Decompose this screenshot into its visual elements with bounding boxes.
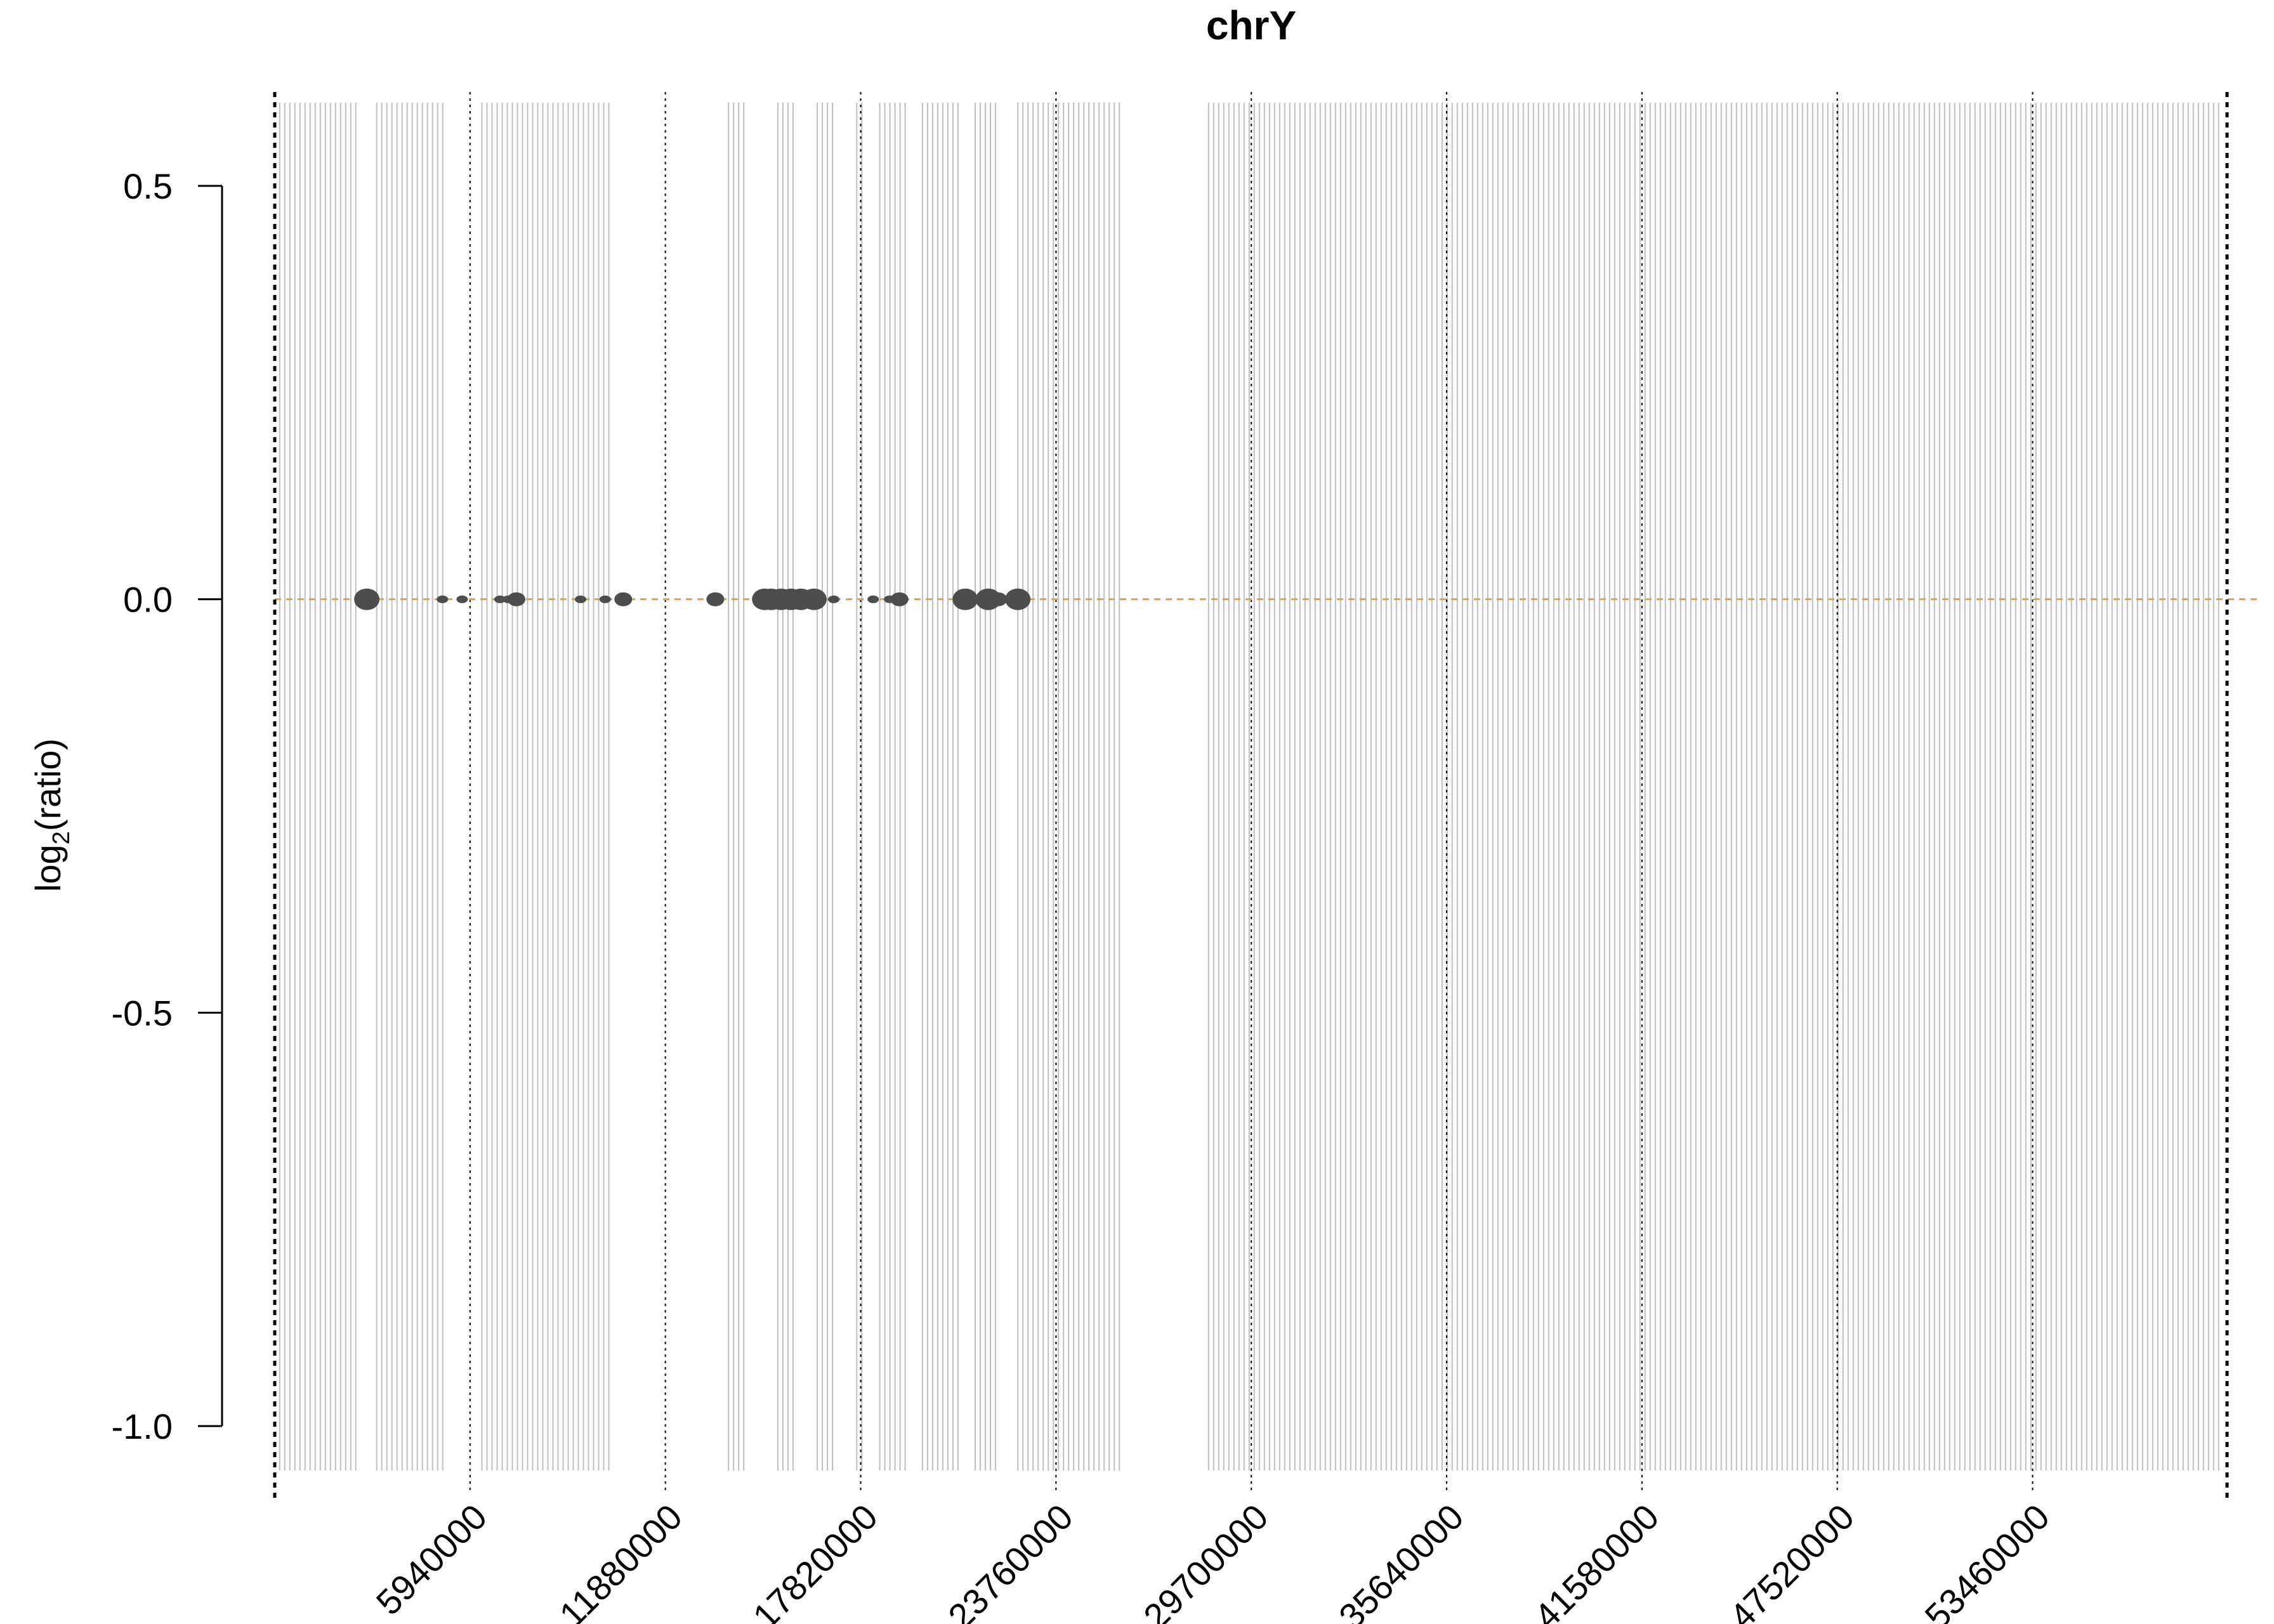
- x-tick-label: 23760000: [940, 1496, 1081, 1624]
- x-tick-label: 53460000: [1917, 1496, 2057, 1624]
- y-axis-label-subscript: 2: [48, 831, 75, 844]
- data-point: [801, 588, 827, 610]
- masked-line-group: [279, 103, 2219, 1470]
- x-tick-label: 17820000: [745, 1496, 885, 1624]
- y-axis-label-log: log: [28, 844, 68, 892]
- x-tick-label: 29700000: [1136, 1496, 1276, 1624]
- data-point: [952, 588, 978, 610]
- vertical-gridline-group: [469, 92, 2034, 1491]
- chart-title: chrY: [1206, 3, 1296, 48]
- data-point: [890, 592, 909, 606]
- data-point: [456, 595, 468, 603]
- y-tick-label: -0.5: [112, 993, 173, 1033]
- y-tick-label: -1.0: [112, 1406, 173, 1446]
- x-tick-label: 35640000: [1331, 1496, 1471, 1624]
- data-point: [494, 595, 506, 603]
- data-point: [706, 592, 725, 606]
- data-point: [507, 592, 525, 606]
- x-tick-group: 5940000 11880000 17820000 23760000 29700000 3…: [369, 1496, 2057, 1624]
- data-point: [1005, 588, 1031, 610]
- data-point: [989, 592, 1008, 606]
- data-point: [575, 595, 586, 603]
- y-tick-label: 0.0: [123, 580, 173, 620]
- y-tick-label: 0.5: [123, 166, 173, 206]
- data-point: [867, 595, 879, 603]
- x-tick-label: 11880000: [551, 1496, 690, 1624]
- data-point: [354, 588, 380, 610]
- data-point: [599, 595, 611, 603]
- y-axis-label-ratio: (ratio): [28, 738, 68, 831]
- data-point: [614, 592, 633, 606]
- point-group: [354, 588, 1031, 610]
- y-axis-label: log2(ratio): [28, 738, 75, 892]
- y-tick-group: 0.5 0.0 -0.5 -1.0: [112, 166, 222, 1446]
- x-tick-label: 41580000: [1527, 1496, 1667, 1624]
- x-tick-label: 5940000: [369, 1496, 495, 1623]
- data-point: [437, 595, 449, 603]
- data-point: [828, 595, 839, 603]
- x-tick-label: 47520000: [1721, 1496, 1862, 1624]
